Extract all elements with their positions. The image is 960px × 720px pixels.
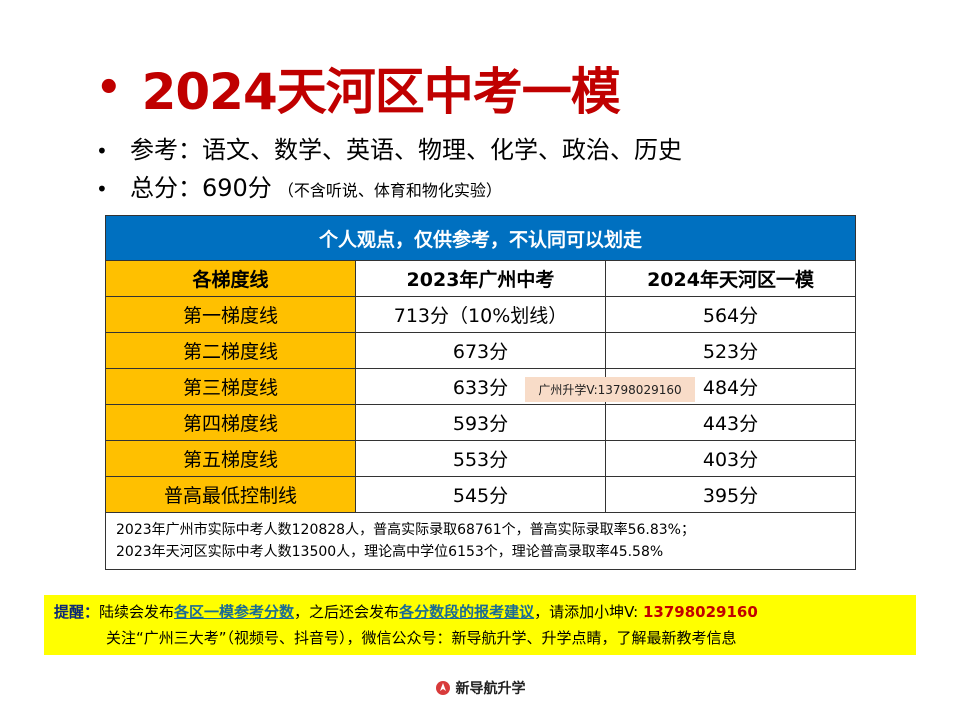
row-label: 第三梯度线 xyxy=(105,368,356,405)
cell: 443分 xyxy=(604,404,857,441)
table-row: 第五梯度线 553分 403分 xyxy=(105,440,857,477)
reminder-text: 陆续会发布 xyxy=(99,603,175,621)
header-cell: 各梯度线 xyxy=(105,260,356,297)
note-line: 2023年广州市实际中考人数120828人，普高实际录取68761个，普高实际录… xyxy=(116,522,695,538)
row-label: 第一梯度线 xyxy=(105,296,356,333)
cell: 403分 xyxy=(604,440,857,477)
score-table: 个人观点，仅供参考，不认同可以划走 各梯度线 2023年广州中考 2024年天河… xyxy=(104,215,857,570)
bullet-dot: • xyxy=(96,139,108,163)
table-row: 第一梯度线 713分（10%划线） 564分 xyxy=(105,296,857,333)
district-scores-link[interactable]: 各区一模参考分数 xyxy=(174,603,295,621)
title-row: • 2024天河区中考一模 xyxy=(96,48,621,128)
cell: 593分 xyxy=(355,404,606,441)
reminder-label: 提醒： xyxy=(54,603,100,621)
table-row: 第四梯度线 593分 443分 xyxy=(105,404,857,441)
application-advice-link[interactable]: 各分数段的报考建议 xyxy=(399,603,535,621)
reminder-text: ，之后还会发布 xyxy=(294,603,400,621)
table-banner: 个人观点，仅供参考，不认同可以划走 xyxy=(104,215,857,261)
row-label: 第二梯度线 xyxy=(105,332,356,369)
bullet-total: • 总分：690分 （不含听说、体育和物化实验） xyxy=(96,168,682,206)
row-label: 第四梯度线 xyxy=(105,404,356,441)
bullet-text: 参考：语文、数学、英语、物理、化学、政治、历史 xyxy=(130,136,682,164)
page-title: 2024天河区中考一模 xyxy=(141,63,621,121)
footer-brand: 新导航升学 xyxy=(0,678,960,698)
watermark-badge: 广州升学V:13798029160 xyxy=(525,377,695,402)
cell: 713分（10%划线） xyxy=(355,296,606,333)
reminder-line-1: 提醒：陆续会发布各区一模参考分数，之后还会发布各分数段的报考建议，请添加小坤V:… xyxy=(44,599,916,625)
cell: 523分 xyxy=(604,332,857,369)
table-banner-row: 个人观点，仅供参考，不认同可以划走 xyxy=(104,215,857,261)
cell: 564分 xyxy=(604,296,857,333)
table-notes: 2023年广州市实际中考人数120828人，普高实际录取68761个，普高实际录… xyxy=(104,512,857,570)
location-pin-icon xyxy=(435,681,450,695)
table-row: 第三梯度线 633分 484分 xyxy=(105,368,857,405)
table-header-row: 各梯度线 2023年广州中考 2024年天河区一模 xyxy=(105,260,857,297)
contact-phone: 13798029160 xyxy=(642,603,758,621)
footer-text: 新导航升学 xyxy=(455,681,526,697)
bullet-list: • 参考：语文、数学、英语、物理、化学、政治、历史 • 总分：690分 （不含听… xyxy=(96,130,682,206)
cell: 553分 xyxy=(355,440,606,477)
table-notes-row: 2023年广州市实际中考人数120828人，普高实际录取68761个，普高实际录… xyxy=(104,512,857,570)
bullet-note: （不含听说、体育和物化实验） xyxy=(277,181,502,200)
reminder-line-2: 关注“广州三大考”（视频号、抖音号），微信公众号：新导航升学、升学点睛，了解最新… xyxy=(106,629,737,647)
header-cell: 2023年广州中考 xyxy=(355,260,606,297)
reminder-text: ，请添加小坤V: xyxy=(534,603,643,621)
cell: 395分 xyxy=(604,476,857,513)
bullet-text: 总分：690分 xyxy=(130,174,272,202)
title-bullet: • xyxy=(96,65,122,111)
table-row: 第二梯度线 673分 523分 xyxy=(105,332,857,369)
header-cell: 2024年天河区一模 xyxy=(604,260,857,297)
row-label: 普高最低控制线 xyxy=(105,476,356,513)
note-line: 2023年天河区实际中考人数13500人，理论高中学位6153个，理论普高录取率… xyxy=(116,544,664,560)
reminder-box: 提醒：陆续会发布各区一模参考分数，之后还会发布各分数段的报考建议，请添加小坤V:… xyxy=(44,595,916,655)
cell: 673分 xyxy=(355,332,606,369)
row-label: 第五梯度线 xyxy=(105,440,356,477)
cell: 545分 xyxy=(355,476,606,513)
bullet-dot: • xyxy=(96,177,108,201)
bullet-subjects: • 参考：语文、数学、英语、物理、化学、政治、历史 xyxy=(96,130,682,168)
table-row: 普高最低控制线 545分 395分 xyxy=(105,476,857,513)
